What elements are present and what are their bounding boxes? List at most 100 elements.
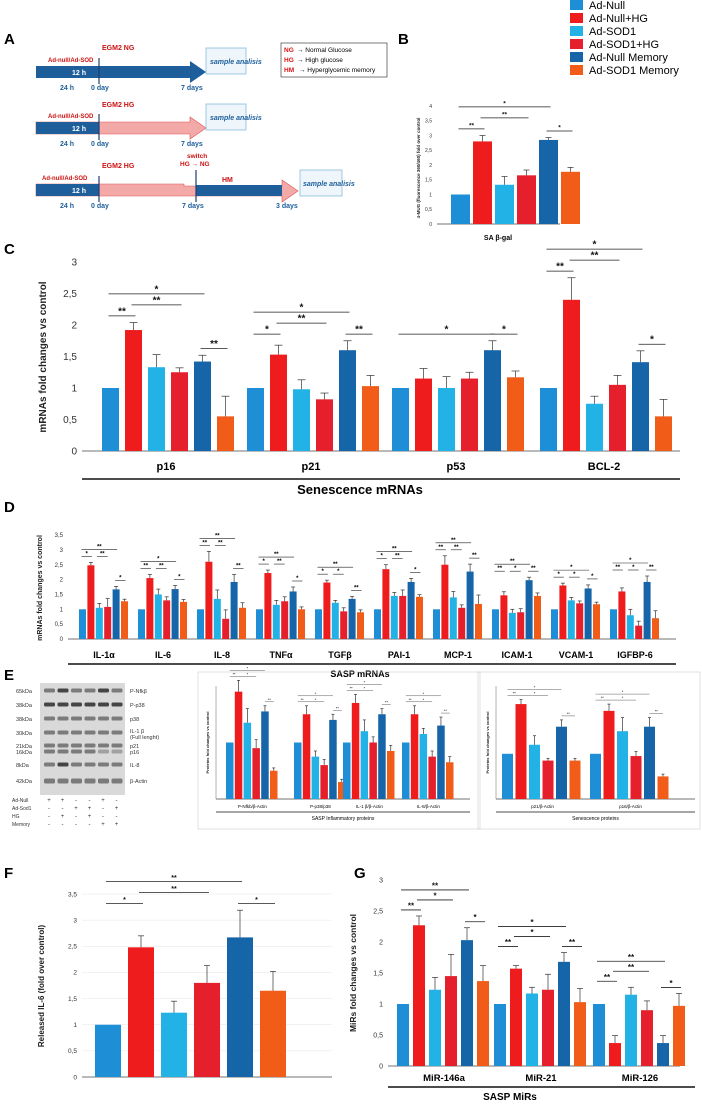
chart-c-1-significance-label: ** [355, 325, 363, 336]
blot-band [71, 730, 82, 735]
blot-band-label: P-Nfkβ [130, 689, 147, 695]
sample-box-3 [299, 169, 343, 197]
blot-band [98, 688, 109, 693]
chart-g-y-tick-label: 1 [379, 1001, 383, 1008]
chart-e1-significance-label: * [364, 679, 366, 684]
chart-e2-0-bar-2 [529, 744, 540, 799]
chart-d-0-bar-2 [95, 607, 103, 639]
chart-g-2-significance-label: ** [604, 973, 611, 982]
chart-c-3-bar-5 [655, 416, 672, 451]
chart-d: 00,511,522,533,5* *****IL-1α** ****IL-6** *… [37, 533, 676, 679]
chart-d-0-bar-4 [112, 589, 120, 639]
chart-d-2-bar-3 [222, 618, 230, 639]
chart-d-1-bar-4 [171, 589, 179, 639]
blot-band [44, 778, 55, 784]
blot-band [44, 688, 55, 693]
chart-d-category-label: TGFβ [328, 650, 352, 660]
chart-b-bar-4 [539, 139, 558, 224]
chart-d-1-bar-2 [154, 594, 162, 639]
timeline-medium-3: EGM2 HG [102, 163, 135, 170]
chart-d-3-bar-3 [281, 601, 289, 639]
panel-label-e: E [4, 667, 14, 684]
chart-c-y-tick-label: 0,5 [63, 415, 77, 426]
chart-d-8-bar-4 [584, 588, 592, 639]
chart-e2-frame [477, 671, 701, 830]
timeline-tag-3: Ad-null/Ad-SOD [42, 176, 88, 182]
chart-e1-category-label: IL-1 β/β-Actin [356, 804, 383, 809]
chart-e1-1-bar-0 [294, 742, 302, 799]
legend-label-ad-null-hg: Ad-Null+HG [589, 13, 648, 25]
chart-e1: ** ****P-Nfkb/β-Actin** ****P-p38/p38** ***… [197, 665, 481, 830]
chart-d-5-bar-0 [374, 609, 381, 639]
chart-f-y-tick-label: 1,5 [68, 996, 77, 1003]
chart-d-4-bar-4 [348, 598, 356, 639]
blot-band [44, 730, 55, 735]
legend-swatch-ad-null [570, 0, 583, 10]
chart-d-significance-label: * [381, 554, 384, 560]
chart-e2-0-bar-1 [515, 704, 527, 799]
blot-condition-mark: - [62, 822, 64, 828]
chart-b-y-tick-label: 1,5 [425, 178, 432, 184]
chart-d-x-axis-label: SASP mRNAs [330, 669, 389, 679]
chart-g-2-bar-3 [641, 1010, 653, 1066]
sample-text-1: sample analisis [210, 59, 262, 66]
chart-d-significance-label: ** [143, 564, 148, 570]
chart-g-1-bar-1 [510, 968, 522, 1066]
chart-f-significance-label: * [123, 897, 126, 904]
chart-d-3-bar-0 [256, 609, 263, 639]
timeline-end-1: 7 days [181, 85, 203, 92]
chart-g-1-significance-label: ** [505, 938, 512, 947]
blot-condition-mark: - [75, 798, 77, 804]
chart-e1-2-bar-0 [343, 742, 351, 799]
chart-e1-x-axis-label: SASP Inflammatory proteins [312, 816, 375, 822]
chart-d-significance-label: * [514, 566, 517, 572]
blot-band-label: (Full lenght) [130, 735, 159, 741]
chart-d-significance-label: ** [649, 565, 654, 571]
chart-d-1-bar-5 [180, 601, 187, 639]
chart-e2-significance-label: * [622, 689, 624, 694]
chart-d-significance-label: ** [615, 565, 620, 571]
chart-g-category-label: MiR-126 [622, 1073, 658, 1084]
chart-e1-significance-label: * [247, 665, 249, 670]
blot-band [44, 716, 55, 721]
chart-c-1-bar-0 [247, 388, 264, 451]
chart-e1-1-bar-3 [320, 765, 328, 799]
chart-d-6-bar-4 [466, 571, 474, 639]
blot-band [71, 702, 82, 707]
chart-d-9-bar-3 [635, 625, 643, 639]
timeline-arrow-1 [36, 61, 206, 83]
chart-g-0-significance-label: * [473, 913, 477, 922]
blot-kda-label: 16kDa [16, 750, 33, 756]
blot-band [98, 749, 109, 754]
chart-g-0-significance-label: ** [408, 901, 415, 910]
blot-band [84, 730, 96, 735]
chart-c-y-axis-label: mRNAs fold changes vs control [38, 281, 49, 432]
chart-c-1-significance-label: ** [298, 314, 306, 325]
chart-c: 00,511,522,53*******p16******p21* *p53***… [38, 240, 680, 497]
chart-e2-category-label: p16/β-Actin [619, 804, 642, 809]
chart-d-6-bar-3 [458, 607, 466, 639]
chart-d-9-bar-5 [652, 618, 659, 639]
chart-d-9-bar-1 [618, 591, 626, 639]
blot-band [84, 743, 96, 748]
blot-condition-mark: + [88, 814, 92, 820]
chart-g-y-tick-label: 2 [379, 939, 383, 946]
chart-c-3-significance-label: ** [591, 251, 599, 262]
timeline-switch-label: switch [187, 153, 207, 160]
blot-kda-label: 8kDa [16, 763, 30, 769]
blot-band [57, 702, 69, 707]
chart-b-significance-label: ** [469, 122, 475, 129]
blot-band [71, 716, 82, 721]
chart-e2-significance-label: * [622, 695, 624, 700]
blot-band [71, 762, 82, 767]
sample-text-2: sample analisis [210, 115, 262, 122]
chart-c-0-bar-3 [171, 372, 188, 451]
timeline-24h-3: 24 h [60, 203, 74, 210]
blot-condition-label: Ad-Null [12, 798, 28, 804]
chart-d-significance-label: ** [159, 564, 164, 570]
chart-e1-0-bar-4 [261, 711, 269, 799]
blot-condition-mark: + [74, 806, 78, 812]
panel-label-b: B [398, 31, 409, 48]
chart-g-1-significance-label: * [530, 918, 534, 927]
